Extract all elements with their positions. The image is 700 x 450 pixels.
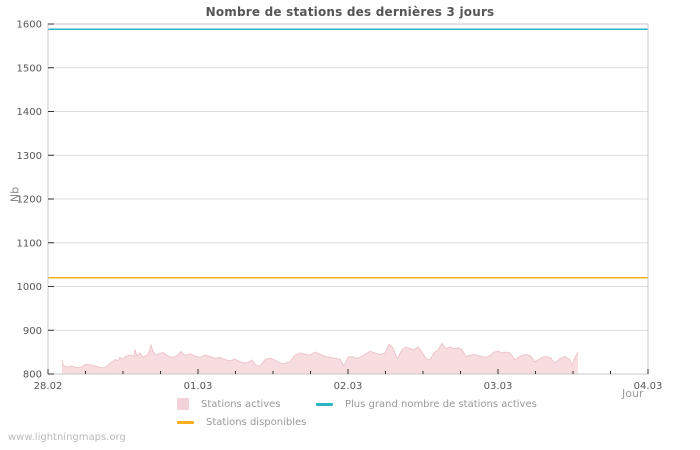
y-tick-label: 900 xyxy=(23,326,42,337)
y-tick-label: 1100 xyxy=(17,238,42,249)
x-axis-label: Jour xyxy=(622,387,644,400)
x-tick-label: 02.03 xyxy=(334,381,363,392)
y-tick-label: 800 xyxy=(23,370,42,381)
y-tick-label: 1000 xyxy=(17,282,42,293)
y-tick-label: 1400 xyxy=(17,107,42,118)
legend-swatch-square-icon xyxy=(177,398,189,410)
x-tick-label: 04.03 xyxy=(634,381,663,392)
y-tick-label: 1300 xyxy=(17,151,42,162)
legend-swatch-line-icon xyxy=(177,420,194,424)
legend-item-plus-grand-nombre: Plus grand nombre de stations actives xyxy=(316,397,537,411)
legend-label: Plus grand nombre de stations actives xyxy=(345,398,537,410)
legend-swatch-line-icon xyxy=(316,402,333,406)
x-tick-label: 28.02 xyxy=(34,381,63,392)
y-tick-label: 1200 xyxy=(17,195,42,206)
legend-label: Stations actives xyxy=(201,398,281,410)
y-tick-label: 1500 xyxy=(17,63,42,74)
area-outline-stations-actives xyxy=(61,342,579,369)
watermark: www.lightningmaps.org xyxy=(8,432,126,443)
legend-label: Stations disponibles xyxy=(206,416,307,428)
x-tick-label: 01.03 xyxy=(184,381,213,392)
area-stations-actives xyxy=(62,343,578,374)
y-axis-label: Nb xyxy=(8,186,22,203)
y-tick-label: 1600 xyxy=(17,20,42,31)
chart-title: Nombre de stations des dernières 3 jours xyxy=(205,5,495,19)
legend-item-stations-actives: Stations actives xyxy=(177,397,281,411)
x-tick-label: 03.03 xyxy=(484,381,513,392)
legend-item-stations-disponibles: Stations disponibles xyxy=(177,415,306,429)
